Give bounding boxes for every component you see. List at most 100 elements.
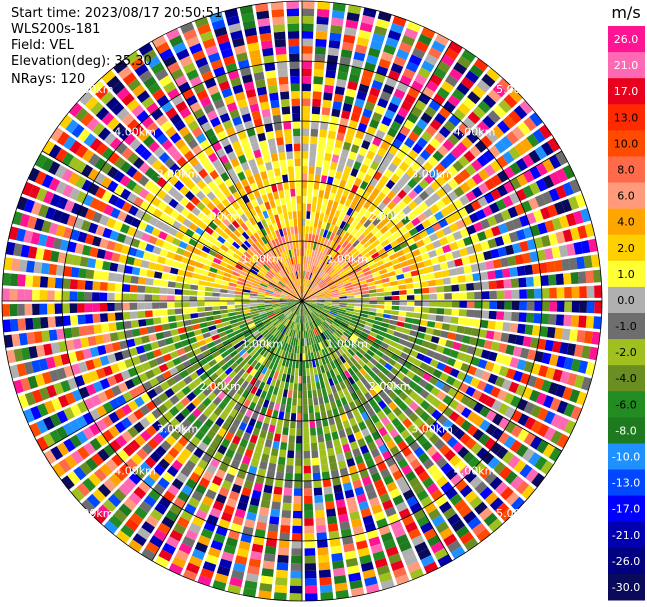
range-gate: [346, 255, 355, 263]
range-gate: [302, 241, 305, 249]
range-gate: [225, 328, 234, 335]
range-gate: [320, 283, 327, 289]
range-gate: [487, 110, 501, 124]
range-gate: [286, 204, 292, 213]
range-gate: [409, 458, 422, 470]
range-gate: [122, 274, 132, 283]
range-gate: [564, 301, 572, 313]
range-gate: [484, 228, 494, 239]
range-gate: [281, 350, 286, 359]
range-gate: [391, 301, 400, 306]
range-gate: [213, 283, 222, 289]
range-gate: [320, 236, 326, 245]
range-gate: [347, 324, 356, 331]
range-gate: [254, 240, 262, 249]
range-gate: [303, 420, 309, 429]
range-gate: [267, 313, 276, 319]
range-gate: [303, 256, 307, 264]
range-gate: [259, 203, 267, 212]
range-gate: [24, 274, 34, 287]
range-gate: [356, 273, 365, 279]
range-gate: [349, 200, 358, 210]
range-gate: [305, 218, 310, 227]
range-gate: [202, 363, 211, 372]
range-gate: [318, 325, 325, 333]
range-gate: [82, 412, 95, 425]
range-gate: [355, 325, 364, 332]
range-gate: [107, 312, 116, 322]
range-gate: [264, 342, 272, 350]
range-gate: [230, 174, 240, 185]
range-gate: [143, 343, 153, 352]
range-gate: [320, 244, 326, 253]
range-gate: [312, 389, 318, 398]
range-gate: [198, 221, 208, 231]
range-gate: [425, 393, 436, 404]
range-gate: [200, 121, 212, 133]
range-gate: [221, 363, 230, 372]
range-gate: [318, 316, 325, 322]
range-gate: [276, 340, 282, 348]
range-gate: [179, 55, 193, 68]
colorbar-label: 1.0: [617, 268, 635, 281]
range-gate: [235, 311, 244, 316]
range-gate: [498, 99, 512, 114]
range-gate: [322, 309, 331, 313]
range-gate: [352, 331, 361, 338]
range-gate: [310, 313, 316, 320]
range-gate: [246, 320, 255, 326]
range-gate: [399, 482, 411, 494]
range-gate: [244, 580, 258, 590]
range-gate: [191, 318, 200, 325]
range-gate: [247, 441, 256, 451]
range-gate: [276, 418, 284, 427]
range-gate: [88, 183, 100, 196]
range-gate: [494, 376, 506, 388]
range-gate: [165, 360, 176, 370]
range-gate: [381, 185, 391, 196]
range-gate: [311, 450, 319, 459]
range-gate: [350, 261, 359, 268]
range-gate: [250, 327, 258, 334]
range-gate: [256, 86, 267, 96]
range-gate: [249, 339, 258, 347]
range-gate: [326, 515, 338, 525]
range-gate: [576, 330, 586, 343]
range-gate: [479, 271, 489, 281]
range-gate: [299, 345, 302, 354]
range-gate: [325, 266, 332, 273]
range-gate: [249, 207, 257, 217]
range-gate: [376, 564, 391, 576]
range-gate: [288, 321, 293, 329]
range-gate: [335, 349, 342, 358]
range-gate: [236, 501, 248, 512]
range-gate: [245, 228, 253, 237]
range-gate: [435, 247, 445, 256]
range-gate: [290, 314, 296, 322]
range-gate: [267, 169, 275, 178]
range-gate: [137, 302, 145, 310]
range-gate: [407, 112, 419, 124]
range-gate: [274, 479, 284, 488]
range-gate: [309, 226, 313, 235]
range-gate: [332, 376, 339, 385]
range-gate: [410, 161, 422, 172]
range-gate: [458, 505, 472, 518]
range-gate: [294, 322, 298, 331]
range-gate: [390, 315, 399, 321]
range-gate: [331, 323, 339, 329]
range-gate: [232, 325, 241, 332]
range-gate: [138, 69, 153, 83]
range-gate: [389, 488, 401, 499]
range-gate: [322, 198, 329, 207]
range-gate: [558, 244, 569, 258]
range-gate: [154, 220, 165, 230]
range-gate: [297, 256, 300, 264]
range-gate: [141, 361, 152, 372]
range-gate: [130, 217, 141, 228]
range-gate: [509, 266, 519, 277]
range-gate: [328, 39, 341, 49]
range-gate: [279, 532, 290, 541]
range-gate: [414, 99, 427, 112]
range-gate: [563, 314, 572, 327]
